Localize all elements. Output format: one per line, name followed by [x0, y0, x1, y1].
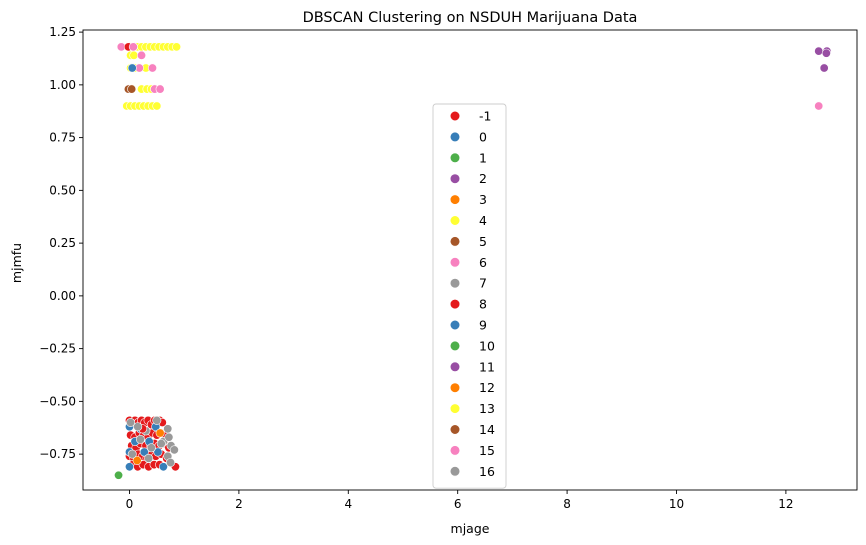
legend-marker [449, 466, 461, 477]
legend-marker [449, 257, 461, 268]
data-point-cluster-7 [135, 434, 145, 444]
x-tick-label: 6 [454, 497, 462, 511]
y-tick-label: −0.75 [39, 447, 76, 461]
data-point-cluster-6 [147, 63, 157, 73]
data-point-cluster-6 [155, 84, 165, 94]
data-point-cluster-7 [144, 453, 154, 463]
data-point-cluster-7 [163, 424, 173, 434]
plot-area [82, 29, 858, 491]
data-point-cluster-11 [814, 46, 824, 56]
x-tick-label: 4 [344, 497, 352, 511]
legend-label: 15 [479, 443, 495, 458]
data-points [114, 42, 832, 480]
data-point-cluster-16 [166, 458, 176, 468]
data-point-cluster-7 [164, 432, 174, 442]
legend-marker [449, 194, 461, 205]
data-point-cluster-16 [156, 439, 166, 449]
legend-box [432, 103, 507, 489]
legend-label: 12 [479, 380, 495, 395]
data-point-cluster-0 [153, 447, 163, 457]
data-point-cluster-1 [114, 470, 124, 480]
data-point-cluster-3 [132, 455, 142, 465]
y-axis-label: mjmfu [9, 243, 24, 283]
legend-label: 4 [479, 213, 487, 228]
legend-label: 6 [479, 255, 487, 270]
legend-label: 16 [479, 464, 495, 479]
chart-title: DBSCAN Clustering on NSDUH Marijuana Dat… [303, 10, 638, 26]
x-tick-label: 10 [669, 497, 684, 511]
legend-label: 1 [479, 150, 487, 165]
data-point-cluster-4 [152, 101, 162, 111]
legend-marker [449, 361, 461, 372]
legend-label: 3 [479, 192, 487, 207]
y-tick-label: 0.75 [49, 131, 76, 145]
x-axis-label: mjage [451, 521, 490, 536]
legend-marker [449, 278, 461, 289]
y-tick-label: −0.25 [39, 342, 76, 356]
data-point-cluster-4 [172, 42, 182, 52]
y-tick-label: 0.00 [49, 289, 76, 303]
legend-marker [449, 340, 461, 352]
legend-marker [449, 445, 461, 456]
data-point-cluster-4 [129, 50, 139, 60]
y-tick-label: 0.25 [49, 236, 76, 250]
y-tick-label: −0.50 [39, 394, 76, 408]
x-tick-label: 12 [778, 497, 793, 511]
data-point-cluster-15 [814, 101, 824, 111]
legend-marker [449, 215, 461, 226]
legend-label: 13 [479, 401, 495, 416]
legend-marker [449, 403, 461, 414]
x-tick-label: 2 [235, 497, 243, 511]
data-point-cluster-7 [126, 417, 136, 427]
x-tick-label: 0 [126, 497, 134, 511]
y-tick-label: 1.00 [49, 78, 76, 92]
data-point-cluster-7 [169, 445, 179, 455]
axis-ticks: 0 2 4 6 8 10 12−0.75−0.50−0.250.000.250.500.75… [39, 25, 793, 511]
data-point-cluster-15 [128, 42, 138, 52]
legend-marker [449, 382, 461, 393]
legend-label: 7 [479, 276, 487, 291]
data-point-cluster-3 [155, 428, 165, 438]
legend-label: 8 [479, 297, 487, 312]
data-point-cluster-6 [137, 50, 147, 60]
data-point-cluster-16 [146, 443, 156, 453]
legend-label: 0 [479, 129, 487, 144]
data-point-cluster-7 [127, 449, 137, 459]
legend-marker [449, 424, 461, 435]
y-tick-label: 0.50 [49, 183, 76, 197]
legend-label: 14 [479, 422, 495, 437]
legend-marker [449, 236, 461, 247]
data-point-cluster-0 [139, 447, 149, 457]
data-point-cluster-11 [819, 63, 829, 73]
data-point-cluster-7 [152, 415, 162, 425]
legend-marker [449, 319, 461, 331]
legend-label: 2 [479, 171, 487, 186]
data-point-cluster-11 [821, 48, 831, 58]
y-tick-label: 1.25 [49, 25, 76, 39]
legend-label: 11 [479, 359, 495, 374]
legend-marker [449, 110, 461, 122]
data-point-cluster-9 [127, 63, 137, 73]
data-point-cluster-14 [127, 84, 137, 94]
data-point-cluster-0 [124, 462, 134, 472]
legend-marker [449, 152, 461, 163]
x-tick-label: 8 [563, 497, 571, 511]
legend-marker [449, 131, 461, 142]
data-point-cluster-0 [158, 462, 168, 472]
legend-marker [449, 299, 461, 310]
legend-label: 10 [479, 338, 495, 353]
legend-label: -1 [479, 109, 491, 124]
legend-label: 9 [479, 318, 487, 333]
data-point-cluster-16 [133, 422, 143, 432]
legend-label: 5 [479, 234, 487, 249]
legend-marker [449, 173, 461, 184]
